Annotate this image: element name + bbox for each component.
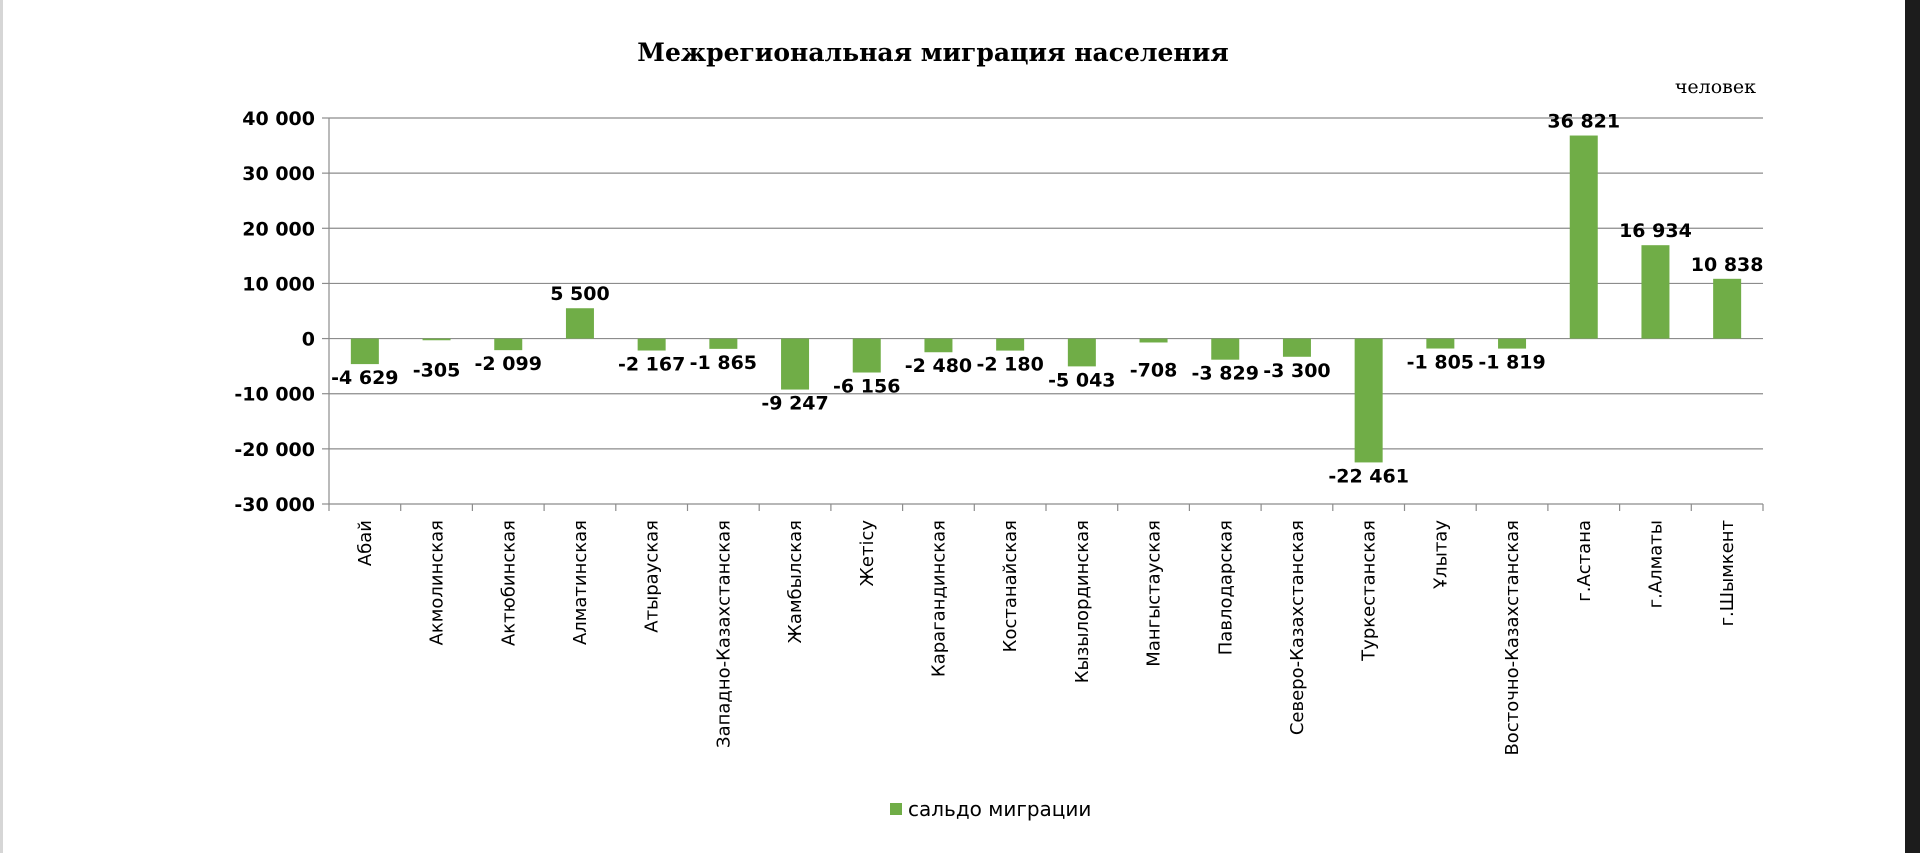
x-tick-label: Алматинская <box>570 520 591 645</box>
data-label: -22 461 <box>1328 465 1409 487</box>
y-tick-label: 20 000 <box>242 218 315 240</box>
data-label: -2 099 <box>475 353 542 375</box>
bar <box>852 338 881 373</box>
y-tick-label: -10 000 <box>234 384 315 406</box>
bar <box>1211 338 1240 360</box>
data-label: 16 934 <box>1619 220 1692 242</box>
bar <box>494 338 523 351</box>
bar <box>1426 338 1455 349</box>
bar <box>350 338 379 365</box>
data-label: -2 180 <box>976 354 1043 376</box>
bar <box>781 338 810 390</box>
x-tick-label: Абай <box>355 520 376 566</box>
data-label: -1 805 <box>1407 352 1474 374</box>
x-tick-label: Актюбинская <box>498 520 519 646</box>
x-tick-label: г.Алматы <box>1645 520 1666 608</box>
y-tick-label: 0 <box>302 329 315 351</box>
bar <box>1282 338 1311 357</box>
x-tick-label: Кызылординская <box>1072 520 1093 683</box>
page-edge <box>0 0 3 853</box>
data-label: -6 156 <box>833 376 900 398</box>
bar <box>709 338 738 349</box>
data-label: -1 865 <box>690 352 757 374</box>
data-label: -305 <box>413 360 461 382</box>
data-label: -4 629 <box>331 367 398 389</box>
data-label: -2 167 <box>618 354 685 376</box>
unit-label: человек <box>1674 76 1756 98</box>
x-tick-label: Северо-Казахстанская <box>1287 520 1308 735</box>
legend-label: сальдо миграции <box>908 797 1092 821</box>
y-tick-label: -30 000 <box>234 494 315 516</box>
bar <box>637 338 666 351</box>
x-tick-label: Жамбылская <box>785 520 806 643</box>
bar <box>924 338 953 353</box>
data-label: -1 819 <box>1478 352 1545 374</box>
x-tick-label: Акмолинская <box>427 520 448 645</box>
legend: сальдо миграции <box>890 797 1091 821</box>
data-label: -2 480 <box>905 355 972 377</box>
bar <box>1713 278 1742 339</box>
data-label: -5 043 <box>1048 369 1115 391</box>
x-tick-label: г.Астана <box>1574 520 1595 602</box>
data-label: 5 500 <box>550 283 610 305</box>
data-label: -708 <box>1130 360 1178 382</box>
bar <box>1139 338 1168 343</box>
x-tick-label: Костанайская <box>1000 520 1021 652</box>
y-tick-label: 40 000 <box>242 108 315 130</box>
x-tick-label: Туркестанская <box>1359 520 1380 662</box>
legend-swatch <box>890 803 902 815</box>
y-tick-label: 10 000 <box>242 273 315 295</box>
bar <box>422 338 451 341</box>
x-tick-label: Атырауская <box>642 520 663 633</box>
bar <box>1067 338 1096 367</box>
data-label: -3 300 <box>1263 360 1330 382</box>
data-label: -9 247 <box>761 393 828 415</box>
x-tick-label: Карагандинская <box>928 520 949 677</box>
x-tick-label: Западно-Казахстанская <box>713 520 734 748</box>
y-tick-label: 30 000 <box>242 163 315 185</box>
data-label: -3 829 <box>1192 363 1259 385</box>
bar <box>1641 245 1670 339</box>
x-tick-label: Жетісу <box>857 520 878 587</box>
bar <box>996 338 1025 351</box>
bar <box>1354 338 1383 463</box>
x-tick-label: Восточно-Казахстанская <box>1502 520 1523 756</box>
x-tick-label: Павлодарская <box>1215 520 1236 655</box>
bar <box>565 308 594 339</box>
data-label: 36 821 <box>1547 111 1620 133</box>
data-label: 10 838 <box>1691 254 1764 276</box>
y-tick-label: -20 000 <box>234 439 315 461</box>
bar <box>1498 338 1527 349</box>
bar <box>1569 135 1598 339</box>
x-tick-label: Ұлытау <box>1430 520 1451 590</box>
x-tick-label: г.Шымкент <box>1717 520 1738 626</box>
x-tick-label: Мангыстауская <box>1144 520 1165 667</box>
chart-title: Межрегиональная миграция населения <box>637 38 1229 67</box>
